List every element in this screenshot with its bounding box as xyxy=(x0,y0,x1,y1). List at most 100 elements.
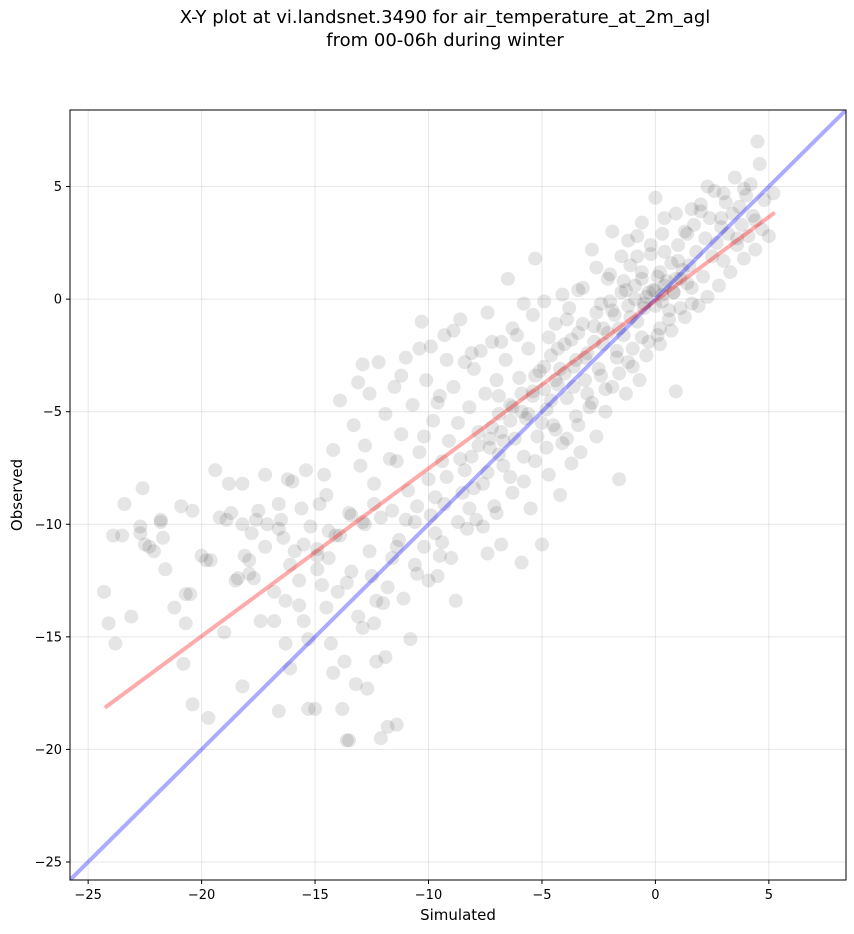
scatter-point xyxy=(514,386,529,401)
scatter-point xyxy=(596,321,611,336)
scatter-point xyxy=(745,208,760,223)
scatter-point xyxy=(355,357,370,372)
scatter-point xyxy=(153,512,168,527)
scatter-point xyxy=(539,402,554,417)
scatter-point xyxy=(489,506,504,521)
y-axis-label: Observed xyxy=(8,459,26,531)
scatter-point xyxy=(373,510,388,525)
scatter-point xyxy=(387,379,402,394)
scatter-point xyxy=(641,334,656,349)
scatter-point xyxy=(432,388,447,403)
scatter-point xyxy=(330,584,345,599)
scatter-point xyxy=(244,526,259,541)
scatter-point xyxy=(494,424,509,439)
scatter-point xyxy=(362,386,377,401)
scatter-point xyxy=(407,515,422,530)
x-tick-label: −10 xyxy=(415,888,442,903)
scatter-point xyxy=(589,260,604,275)
scatter-point xyxy=(648,283,663,298)
scatter-point xyxy=(466,361,481,376)
y-tick-label: −5 xyxy=(43,405,62,420)
scatter-point xyxy=(471,438,486,453)
scatter-point xyxy=(348,677,363,692)
scatter-point xyxy=(271,521,286,536)
scatter-point xyxy=(537,294,552,309)
x-tick-label: −25 xyxy=(74,888,101,903)
scatter-point xyxy=(514,555,529,570)
scatter-point xyxy=(646,283,661,298)
scatter-point xyxy=(106,528,121,543)
scatter-point xyxy=(612,321,627,336)
scatter-point xyxy=(471,424,486,439)
scatter-point xyxy=(251,503,266,518)
scatter-point xyxy=(553,488,568,502)
scatter-point xyxy=(605,303,620,318)
scatter-point xyxy=(453,451,468,466)
scatter-point xyxy=(507,431,522,446)
scatter-point xyxy=(428,526,443,541)
scatter-point xyxy=(298,463,313,478)
scatter-point xyxy=(671,238,686,253)
scatter-point xyxy=(328,528,343,543)
chart-title-line-2: from 00-06h during winter xyxy=(326,30,564,51)
scatter-point xyxy=(108,636,123,651)
scatter-point xyxy=(641,285,656,300)
scatter-point xyxy=(625,359,640,374)
scatter-point xyxy=(702,211,717,226)
scatter-point xyxy=(101,616,116,631)
scatter-point xyxy=(582,400,597,415)
scatter-point xyxy=(571,418,586,433)
scatter-point xyxy=(235,517,250,532)
scatter-point xyxy=(625,341,640,356)
scatter-point xyxy=(666,285,681,300)
ticks-layer: −25 −20 −15 −10 −5 0 5 −25 −20 −15 −10 −5 0 5 xyxy=(35,180,773,903)
scatter-point xyxy=(271,704,286,719)
scatter-point xyxy=(693,204,708,219)
scatter-point xyxy=(544,393,559,408)
scatter-point xyxy=(668,206,683,221)
scatter-point xyxy=(630,314,645,329)
scatter-point xyxy=(437,328,452,343)
scatter-point xyxy=(278,593,293,608)
scatter-point xyxy=(714,211,729,226)
scatter-point xyxy=(235,476,250,491)
scatter-point xyxy=(342,733,357,748)
scatter-point xyxy=(630,229,645,244)
scatter-point xyxy=(555,287,570,302)
scatter-point xyxy=(480,305,495,320)
scatter-point xyxy=(246,571,261,586)
scatter-point xyxy=(337,654,352,669)
scatter-point xyxy=(317,467,332,482)
scatter-point xyxy=(559,431,574,446)
scatter-point xyxy=(766,186,781,201)
scatter-point xyxy=(548,422,563,437)
scatter-point xyxy=(176,656,191,671)
scatter-point xyxy=(460,521,475,536)
scatter-point xyxy=(632,373,647,388)
scatter-point xyxy=(509,328,524,343)
scatter-point xyxy=(534,537,549,552)
scatter-point xyxy=(355,620,370,635)
scatter-point xyxy=(339,733,354,748)
scatter-point xyxy=(351,609,366,624)
scatter-point xyxy=(451,515,465,530)
scatter-point xyxy=(680,276,695,291)
scatter-point xyxy=(462,400,477,415)
scatter-point xyxy=(657,211,672,226)
scatter-point xyxy=(503,397,518,412)
scatter-point xyxy=(662,312,677,327)
scatter-point xyxy=(201,710,216,725)
scatter-point xyxy=(655,294,670,309)
scatter-point xyxy=(185,503,200,518)
scatter-point xyxy=(146,544,161,559)
x-tick-label: −20 xyxy=(188,888,215,903)
scatter-point xyxy=(301,701,316,716)
scatter-point xyxy=(428,490,443,505)
scatter-point xyxy=(528,368,543,383)
scatter-point xyxy=(423,339,438,354)
scatter-point xyxy=(292,573,307,588)
scatter-point xyxy=(137,537,152,552)
scatter-point xyxy=(618,386,633,401)
scatter-point xyxy=(441,433,456,448)
scatter-point xyxy=(135,481,150,496)
